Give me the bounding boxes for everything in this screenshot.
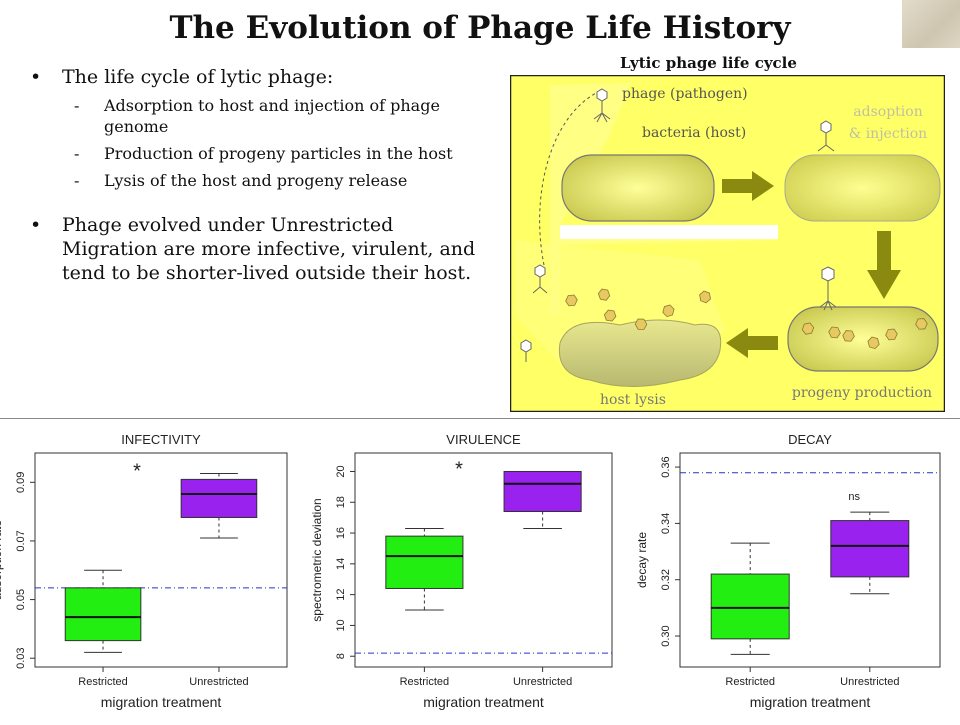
white-gap [560,225,778,239]
significance-annotation: ns [848,491,860,503]
sub-dash: - [74,96,80,115]
bullet-lifecycle-text: The life cycle of lytic phage: [62,66,334,88]
arrow-left-icon [726,328,778,358]
y-tick-label: 8 [335,653,347,659]
y-tick-label: 0.07 [15,530,27,551]
arrow-down-icon [867,231,901,299]
bacteria-host-cell [561,154,715,222]
bullet-lifecycle: • The life cycle of lytic phage: [30,66,490,89]
subitem-production: - Production of progeny particles in the… [30,143,490,164]
x-tick-label: Unrestricted [840,676,899,688]
y-tick-label: 16 [335,527,347,539]
x-axis-label: migration treatment [750,694,871,710]
y-tick-label: 18 [335,496,347,508]
bullet-dot: • [30,66,42,88]
plot-frame [679,452,941,668]
label-phage: phage (pathogen) [622,86,748,102]
subitem-adsorption-text: Adsorption to host and injection of phag… [104,96,440,136]
y-tick-label: 0.36 [660,456,672,477]
x-tick-label: Unrestricted [189,676,248,688]
bullet-evolution-text: Phage evolved under Unrestricted Migrati… [62,214,476,284]
y-tick-label: 20 [335,465,347,477]
y-tick-label: 0.30 [660,625,672,646]
subitem-lysis: - Lysis of the host and progeny release [30,170,490,191]
y-tick-label: 0.05 [15,589,27,610]
lytic-cycle-diagram: phage (pathogen) bacteria (host) adsopti… [510,75,945,412]
arrow-right-icon [722,171,774,201]
chart-title: DECAY [788,432,832,447]
decorative-texture-image [902,0,960,48]
box-unrestricted [503,470,582,513]
host-lysis-debris [558,319,722,387]
plot-frame [354,452,613,668]
y-tick-label: 0.32 [660,569,672,590]
label-progeny: progeny production [792,385,932,401]
bullet-dot: • [30,214,42,236]
significance-annotation: * [133,461,141,483]
subitem-adsorption: - Adsorption to host and injection of ph… [30,95,490,137]
label-adsorption-2: & injection [849,126,927,142]
highlight-region [550,83,778,315]
chart-title: VIRULENCE [446,432,521,447]
y-tick-label: 0.34 [660,513,672,534]
progeny-phage-heads [565,288,928,350]
label-adsorption-1: adsoption [853,104,922,120]
box-restricted [64,587,142,642]
bullet-evolution: • Phage evolved under Unrestricted Migra… [30,213,490,285]
phage-trajectory [539,90,601,266]
bullet-list: • The life cycle of lytic phage: - Adsor… [30,66,490,291]
y-tick-label: 0.03 [15,647,27,668]
y-axis-label: spectrometric deviation [310,498,324,621]
significance-annotation: * [455,458,463,480]
sub-dash: - [74,171,80,190]
y-tick-label: 14 [335,558,347,570]
y-tick-label: 12 [335,589,347,601]
phage-icon-group [520,88,837,362]
box-unrestricted [180,478,258,518]
y-axis-label: decay rate [635,532,649,588]
x-tick-label: Restricted [400,676,450,688]
x-axis-label: migration treatment [423,694,544,710]
box-restricted [710,573,790,640]
x-axis-label: migration treatment [101,694,222,710]
boxplot-panel: INFECTIVITY migration treatment adsorption… [0,418,960,721]
subitem-production-text: Production of progeny particles in the h… [104,144,453,163]
y-tick-label: 0.09 [15,472,27,493]
box-restricted [385,535,464,589]
label-lysis: host lysis [600,392,666,408]
label-bacteria: bacteria (host) [642,125,746,141]
cycle-title: Lytic phage life cycle [620,54,797,72]
x-tick-label: Unrestricted [513,676,572,688]
subitem-lysis-text: Lysis of the host and progeny release [104,171,408,190]
progeny-host-cell [787,306,939,372]
slide-title: The Evolution of Phage Life History [169,10,791,46]
y-axis-label: adsorption rate [0,520,4,600]
box-unrestricted [830,520,910,578]
plot-frame [34,452,288,668]
x-tick-label: Restricted [78,676,128,688]
y-tick-label: 10 [335,619,347,631]
x-tick-label: Restricted [725,676,775,688]
sub-dash: - [74,144,80,163]
chart-title: INFECTIVITY [121,432,201,447]
boxplot-charts: INFECTIVITY migration treatment adsorption… [0,432,941,710]
infected-host-cell [784,154,941,222]
